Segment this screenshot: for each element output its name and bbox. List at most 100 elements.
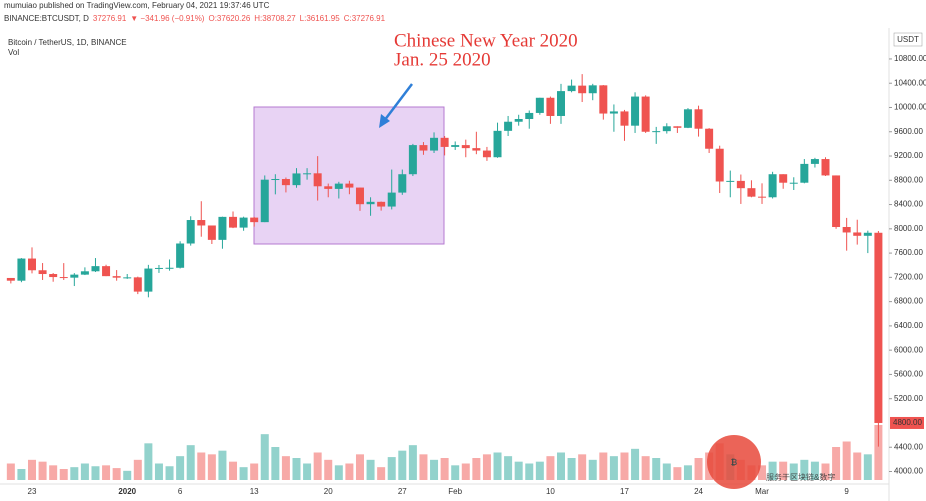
currency-box <box>893 32 923 47</box>
volume-bar <box>80 463 89 480</box>
y-tick-label: 7200.00 <box>894 272 923 281</box>
volume-bar <box>504 456 513 480</box>
candle-body <box>218 216 227 240</box>
candle-body <box>91 266 100 272</box>
candle-body <box>38 270 47 275</box>
volume-bar <box>292 458 301 480</box>
volume-label: Vol <box>8 48 19 57</box>
x-tick-label: 17 <box>620 487 629 496</box>
y-tick-label: 5200.00 <box>894 394 923 403</box>
candle-body <box>631 96 640 126</box>
symbol-line-part: ▼ −341.96 (−0.91%) <box>130 14 205 23</box>
volume-bar <box>683 465 692 480</box>
candle-body <box>842 227 851 233</box>
x-tick-label: 10 <box>546 487 555 496</box>
candle-body <box>832 175 841 228</box>
candle-body <box>366 201 375 205</box>
volume-bar <box>49 465 58 480</box>
symbol-line: BINANCE:BTCUSDT, D 37276.91 ▼ −341.96 (−0.… <box>4 14 386 23</box>
candle-body <box>123 277 132 279</box>
candle-body <box>461 145 470 149</box>
arrow-shaft <box>383 83 413 122</box>
chart-title: Bitcoin / TetherUS, 1D, BINANCE <box>8 38 127 47</box>
candle-body <box>176 243 185 268</box>
volume-bar <box>631 448 640 480</box>
volume-bar <box>758 465 767 480</box>
volume-bar <box>144 443 153 480</box>
candle-body <box>599 85 608 114</box>
y-tick-label: 10800.00 <box>894 54 926 63</box>
volume-bar <box>218 450 227 480</box>
volume-bar <box>567 458 576 480</box>
candle-body <box>789 182 798 184</box>
volume-bar <box>609 456 618 480</box>
candle-body <box>440 137 449 147</box>
x-tick-label: 9 <box>844 487 849 496</box>
volume-bar <box>59 469 68 480</box>
watermark-logo-glyph: ₿ <box>731 458 738 467</box>
candle-body <box>874 232 883 423</box>
watermark-logo <box>707 435 761 489</box>
annotation-line: Chinese New Year 2020 <box>394 30 578 51</box>
candle-body <box>70 274 79 278</box>
volume-bar <box>863 454 872 480</box>
volume-bar <box>578 454 587 480</box>
volume-bar <box>38 461 47 480</box>
candle-body <box>345 183 354 188</box>
x-tick-label: 20 <box>324 487 333 496</box>
candle-body <box>102 266 111 277</box>
volume-bar <box>112 468 121 480</box>
volume-bar <box>355 454 364 480</box>
volume-bar <box>789 463 798 480</box>
candle-body <box>197 220 206 226</box>
candle-body <box>673 126 682 128</box>
candle-body <box>694 109 703 129</box>
volume-bar <box>239 467 248 480</box>
volume-bar <box>133 459 142 480</box>
y-tick-label: 8400.00 <box>894 200 923 209</box>
candle-body <box>514 119 523 122</box>
volume-bar <box>271 447 280 480</box>
volume-bar <box>546 456 555 480</box>
candle-body <box>726 180 735 182</box>
volume-bar <box>6 463 15 480</box>
volume-bar <box>557 452 565 480</box>
volume-bar <box>176 456 185 480</box>
candle-body <box>641 96 650 132</box>
candle-body <box>165 267 174 269</box>
watermark-text: 服务于区块链&数字 <box>766 472 835 482</box>
volume-bar <box>324 459 333 480</box>
candle-body <box>683 109 692 128</box>
volume-bar <box>853 452 862 480</box>
candles <box>6 74 883 480</box>
volume-bar <box>472 458 481 480</box>
volume-bar <box>281 456 290 480</box>
candle-body <box>408 145 417 175</box>
candle-body <box>112 276 121 278</box>
symbol-line-part: BINANCE:BTCUSDT, D <box>4 14 89 23</box>
candle-body <box>800 163 809 183</box>
x-tick-label: Mar <box>755 487 769 496</box>
candle-body <box>281 179 290 186</box>
volume-bar <box>779 461 788 480</box>
candle-body <box>239 217 248 228</box>
x-tick-label: Feb <box>448 487 462 496</box>
candle-body <box>482 150 491 158</box>
volume-bar <box>599 452 608 480</box>
candle-body <box>398 174 407 193</box>
candle-body <box>144 268 153 292</box>
candle-body <box>662 126 671 132</box>
candle-body <box>609 111 618 114</box>
candle-body <box>303 173 312 175</box>
symbol-line-part: L:36161.95 <box>300 14 341 23</box>
candle-body <box>620 111 629 126</box>
volume-bar <box>313 452 322 480</box>
volume-bar <box>493 452 502 480</box>
y-tick-label: 8800.00 <box>894 175 923 184</box>
volume-bar <box>260 434 269 480</box>
candle-body <box>334 183 343 189</box>
volume-bar <box>408 445 417 480</box>
candle-body <box>567 85 576 92</box>
candle-body <box>49 274 58 278</box>
volume-bar <box>535 461 544 480</box>
